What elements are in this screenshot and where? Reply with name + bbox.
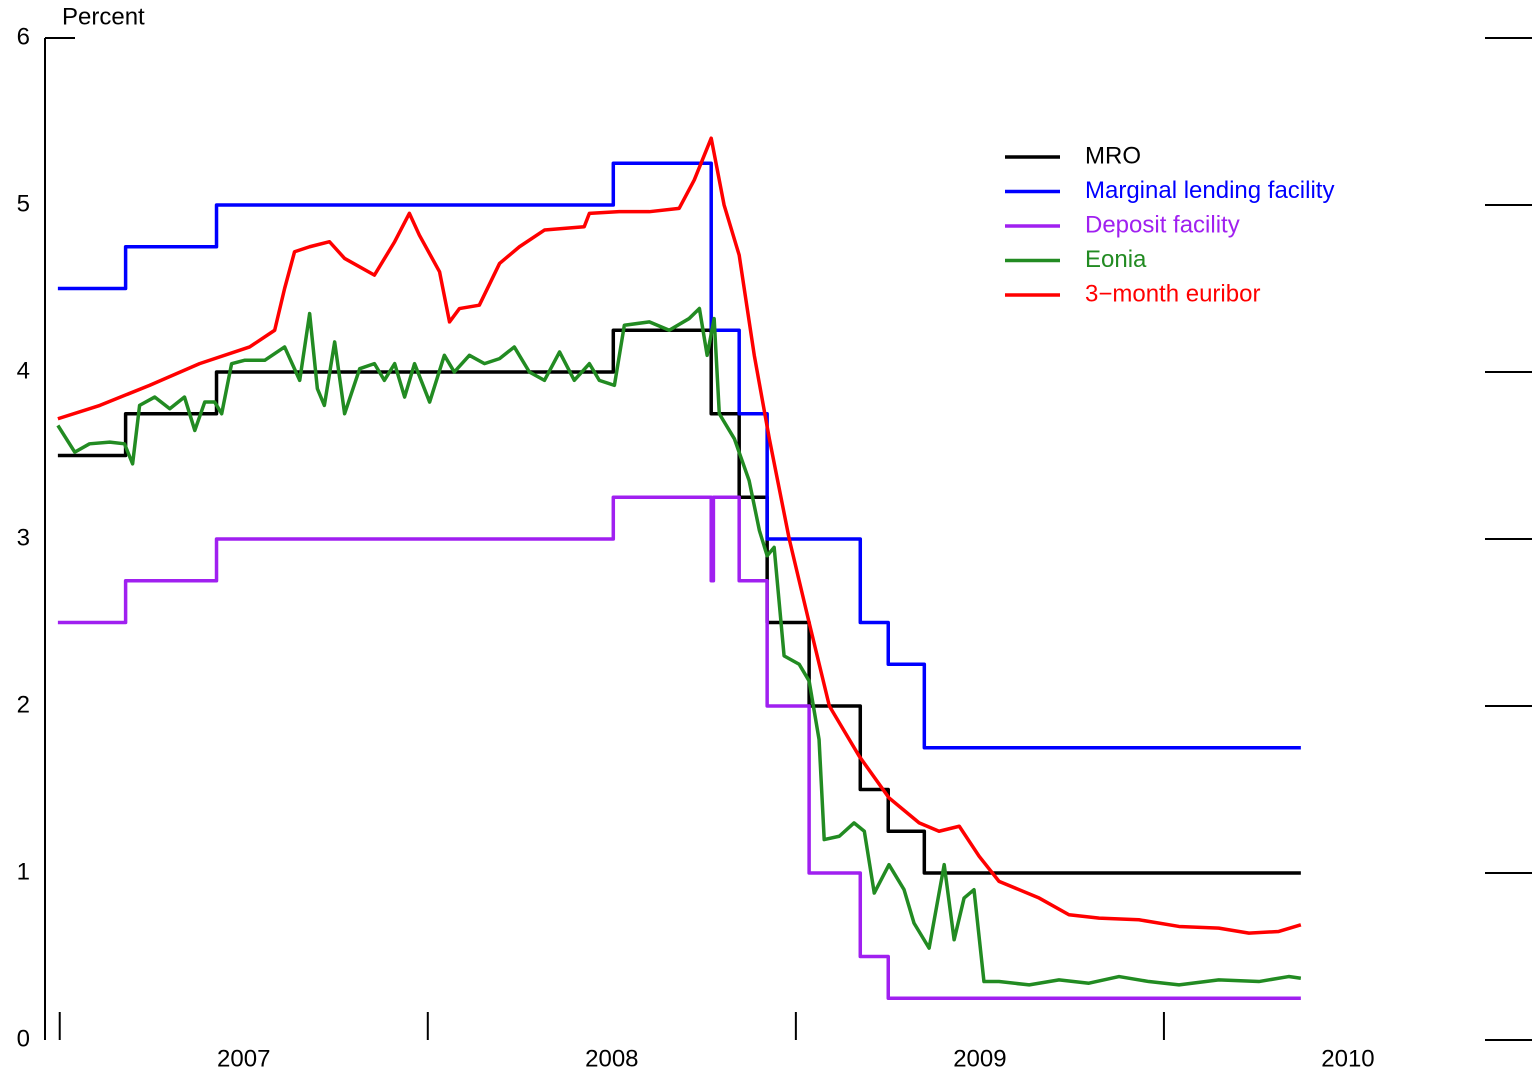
- legend-label: 3−month euribor: [1085, 280, 1260, 307]
- legend-label: Deposit facility: [1085, 211, 1240, 238]
- y-tick-label: 0: [17, 1025, 30, 1052]
- legend-label: Marginal lending facility: [1085, 177, 1334, 204]
- x-tick-label: 2010: [1321, 1045, 1374, 1072]
- x-tick-label: 2008: [585, 1045, 638, 1072]
- legend-label: MRO: [1085, 142, 1141, 169]
- y-tick-label: 3: [17, 524, 30, 551]
- y-tick-label: 6: [17, 23, 30, 50]
- x-tick-label: 2007: [217, 1045, 270, 1072]
- series-line: [57, 495, 1301, 1000]
- series-line: [57, 328, 1301, 875]
- legend-label: Eonia: [1085, 246, 1147, 273]
- series-line: [56, 306, 1302, 987]
- y-tick-label: 5: [17, 190, 30, 217]
- y-axis-label: Percent: [62, 3, 145, 30]
- x-tick-label: 2009: [953, 1045, 1006, 1072]
- y-tick-label: 4: [17, 357, 30, 384]
- y-tick-label: 1: [17, 858, 30, 885]
- series-line: [57, 136, 1302, 935]
- y-tick-label: 2: [17, 691, 30, 718]
- series-line: [57, 161, 1301, 750]
